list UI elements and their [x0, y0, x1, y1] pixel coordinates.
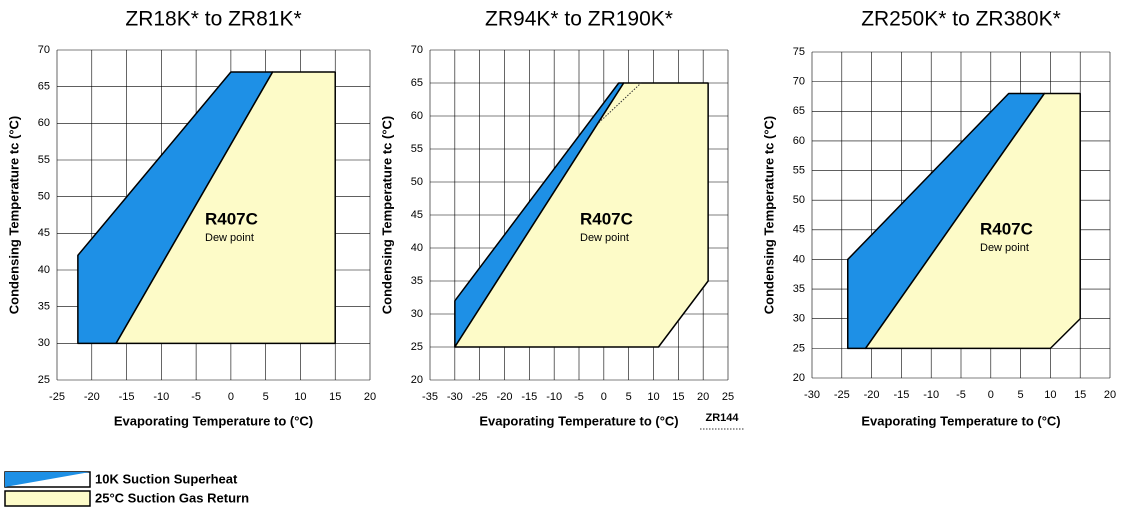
y-tick-label: 40	[38, 264, 50, 276]
y-tick-label: 50	[793, 194, 805, 206]
y-tick-label: 30	[38, 337, 50, 349]
y-tick-label: 55	[793, 164, 805, 176]
x-tick-label: -20	[864, 389, 880, 401]
y-tick-label: 35	[411, 275, 423, 287]
y-tick-label: 60	[38, 117, 50, 129]
x-tick-label: -35	[422, 391, 438, 403]
x-tick-label: -15	[119, 391, 135, 403]
x-tick-label: -20	[84, 391, 100, 403]
x-tick-label: -30	[804, 389, 820, 401]
y-tick-label: 45	[38, 227, 50, 239]
legend-swatch-fill	[5, 472, 90, 487]
x-tick-label: 25	[722, 391, 734, 403]
area-label: R407C	[205, 209, 258, 228]
x-tick-label: -10	[546, 391, 562, 403]
legend-label: 10K Suction Superheat	[95, 471, 238, 486]
x-tick-label: -25	[834, 389, 850, 401]
x-tick-label: -20	[497, 391, 513, 403]
x-tick-label: -25	[472, 391, 488, 403]
x-tick-label: 15	[329, 391, 341, 403]
x-tick-label: -25	[49, 391, 65, 403]
y-tick-label: 70	[411, 44, 423, 56]
x-tick-label: 5	[626, 391, 632, 403]
y-tick-label: 30	[411, 308, 423, 320]
x-tick-label: 15	[1074, 389, 1086, 401]
x-tick-label: -5	[956, 389, 966, 401]
area-sublabel: Dew point	[580, 232, 629, 244]
x-tick-label: 10	[1044, 389, 1056, 401]
area-label: R407C	[580, 209, 633, 228]
envelope-area	[454, 82, 709, 348]
y-tick-label: 25	[411, 341, 423, 353]
y-tick-label: 45	[411, 209, 423, 221]
x-tick-label: -10	[923, 389, 939, 401]
envelope-area	[77, 71, 274, 345]
y-tick-label: 60	[411, 110, 423, 122]
x-tick-label: 15	[672, 391, 684, 403]
y-tick-label: 50	[411, 176, 423, 188]
x-tick-label: 5	[1018, 389, 1024, 401]
y-tick-label: 35	[793, 283, 805, 295]
x-tick-label: 0	[228, 391, 234, 403]
y-tick-label: 20	[793, 372, 805, 384]
y-tick-label: 45	[793, 224, 805, 236]
x-tick-label: -10	[153, 391, 169, 403]
y-tick-label: 70	[793, 76, 805, 88]
y-tick-label: 50	[38, 191, 50, 203]
x-tick-label: 0	[601, 391, 607, 403]
y-tick-label: 55	[411, 143, 423, 155]
x-tick-label: 20	[697, 391, 709, 403]
y-tick-label: 40	[793, 253, 805, 265]
y-tick-label: 40	[411, 242, 423, 254]
x-tick-label: 5	[263, 391, 269, 403]
legend-label: 25°C Suction Gas Return	[95, 490, 249, 505]
x-tick-label: -30	[447, 391, 463, 403]
chart-title: ZR94K* to ZR190K*	[485, 8, 673, 31]
y-tick-label: 65	[38, 81, 50, 93]
y-tick-label: 65	[793, 105, 805, 117]
area-sublabel: Dew point	[980, 242, 1029, 254]
x-tick-label: 10	[647, 391, 659, 403]
x-tick-label: 0	[988, 389, 994, 401]
y-tick-label: 60	[793, 135, 805, 147]
area-sublabel: Dew point	[205, 232, 254, 244]
y-axis-label: Condensing Temperature tc (°C)	[379, 116, 394, 315]
chart-title: ZR250K* to ZR380K*	[861, 8, 1061, 31]
x-tick-label: -5	[191, 391, 201, 403]
y-axis-label: Condensing Temperature tc (°C)	[6, 116, 21, 315]
x-tick-label: -15	[893, 389, 909, 401]
y-tick-label: 35	[38, 301, 50, 313]
x-tick-label: 20	[1104, 389, 1116, 401]
chart-title: ZR18K* to ZR81K*	[125, 8, 301, 31]
y-tick-label: 70	[38, 44, 50, 56]
y-axis-label: Condensing Temperature tc (°C)	[761, 116, 776, 315]
x-tick-label: 20	[364, 391, 376, 403]
x-axis-label: Evaporating Temperature to (°C)	[861, 413, 1060, 428]
x-tick-label: -15	[521, 391, 537, 403]
y-tick-label: 25	[38, 374, 50, 386]
y-tick-label: 75	[793, 46, 805, 58]
series-label: ZR144	[705, 412, 739, 424]
y-tick-label: 20	[411, 374, 423, 386]
legend-swatch	[4, 490, 91, 507]
y-tick-label: 55	[38, 154, 50, 166]
x-axis-label: Evaporating Temperature to (°C)	[479, 413, 678, 428]
y-tick-label: 25	[793, 342, 805, 354]
envelope-area	[847, 92, 1046, 350]
envelope-area	[864, 92, 1081, 350]
dotted-line	[598, 82, 642, 123]
x-tick-label: -5	[574, 391, 584, 403]
x-tick-label: 10	[294, 391, 306, 403]
envelope-area	[115, 71, 336, 345]
x-axis-label: Evaporating Temperature to (°C)	[114, 413, 313, 428]
y-tick-label: 65	[411, 77, 423, 89]
area-label: R407C	[980, 219, 1033, 238]
y-tick-label: 30	[793, 313, 805, 325]
